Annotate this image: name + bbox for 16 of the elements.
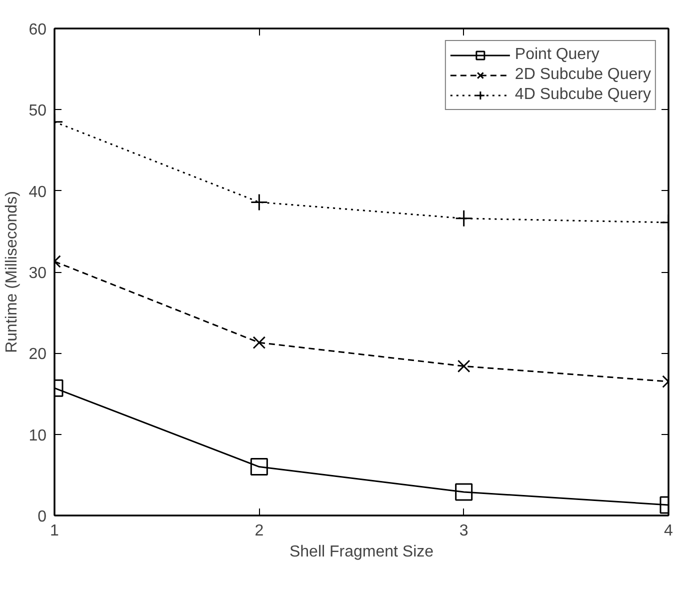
legend-label: 4D Subcube Query xyxy=(514,86,651,104)
legend-label: 2D Subcube Query xyxy=(514,66,651,84)
y-axis-title: Runtime (Milliseconds) xyxy=(4,191,21,353)
x-axis-title: Shell Fragment Size xyxy=(289,544,434,560)
y-tick-label: 10 xyxy=(28,427,47,444)
x-tick-label: 3 xyxy=(459,522,468,540)
x-tick-label: 2 xyxy=(254,522,264,540)
y-tick-label: 60 xyxy=(28,22,47,38)
x-tick-label: 1 xyxy=(50,522,60,540)
y-tick-label: 30 xyxy=(28,265,47,282)
y-tick-label: 50 xyxy=(28,102,47,120)
y-tick-label: 0 xyxy=(38,508,47,526)
x-tick-label: 4 xyxy=(664,522,674,540)
y-tick-label: 20 xyxy=(28,346,47,364)
y-tick-label: 40 xyxy=(28,184,47,201)
legend-label: Point Query xyxy=(514,46,600,64)
